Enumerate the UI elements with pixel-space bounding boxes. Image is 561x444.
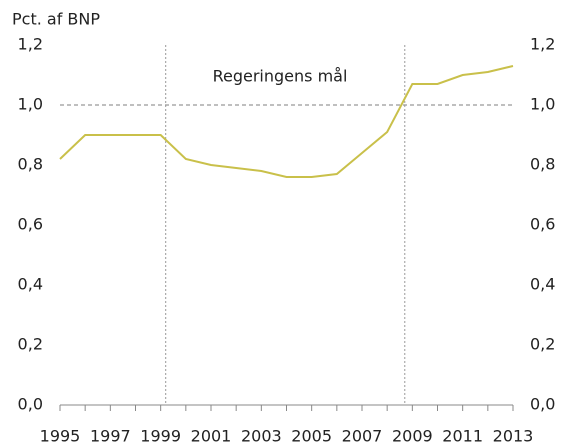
x-tick-label: 2001 xyxy=(191,427,232,444)
y-tick-label: 1,0 xyxy=(18,95,43,114)
y-tick-label: 0,2 xyxy=(18,335,43,354)
y-tick-label: 0,8 xyxy=(18,155,43,174)
x-tick-label: 1995 xyxy=(40,427,81,444)
y2-tick-label: 0,0 xyxy=(530,395,555,414)
y-axis-label: Pct. af BNP xyxy=(12,10,100,29)
annotation: Regeringens mål xyxy=(213,67,348,86)
x-tick-label: 2005 xyxy=(291,427,332,444)
data-line xyxy=(59,65,514,178)
x-tick-label: 1997 xyxy=(90,427,131,444)
x-tick-label: 2007 xyxy=(342,427,383,444)
y-tick-label: 0,6 xyxy=(18,215,43,234)
x-tick-label: 1999 xyxy=(140,427,181,444)
x-tick-label: 2013 xyxy=(493,427,534,444)
y2-tick-label: 1,2 xyxy=(530,35,555,54)
y2-tick-label: 0,6 xyxy=(530,215,555,234)
y2-tick-label: 1,0 xyxy=(530,95,555,114)
x-tick-label: 2003 xyxy=(241,427,282,444)
y-tick-label: 0,4 xyxy=(18,275,43,294)
y2-tick-label: 0,4 xyxy=(530,275,555,294)
x-tick-label: 2009 xyxy=(392,427,433,444)
y2-tick-label: 0,2 xyxy=(530,335,555,354)
x-tick-label: 2011 xyxy=(442,427,483,444)
y-tick-label: 1,2 xyxy=(18,35,43,54)
y-tick-label: 0,0 xyxy=(18,395,43,414)
y2-tick-label: 0,8 xyxy=(530,155,555,174)
